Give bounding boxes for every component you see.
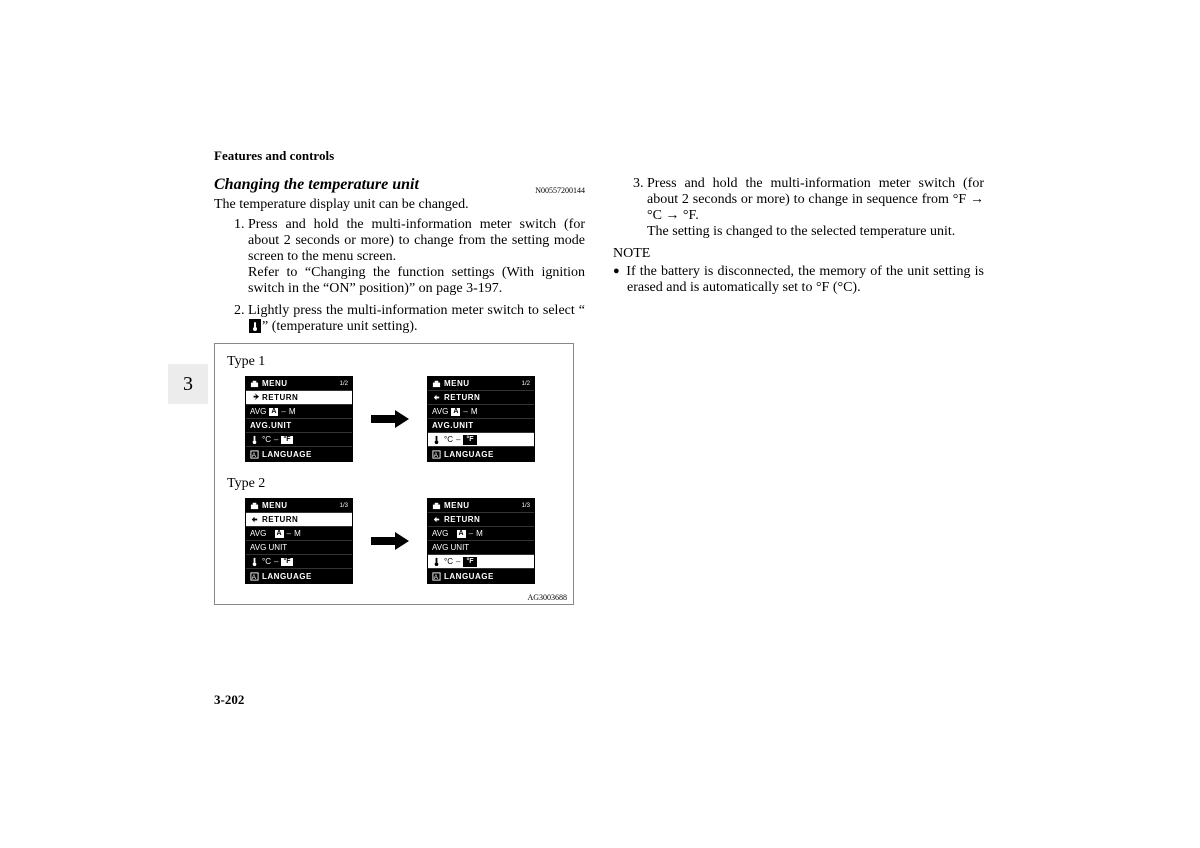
lcd-avg-label: AVG: [250, 529, 266, 538]
lcd-page-fraction: 1/3: [340, 503, 348, 509]
lcd-a-tag: A: [457, 530, 466, 538]
lcd-a-tag: A: [275, 530, 284, 538]
toolbox-icon: [250, 379, 259, 388]
lcd-degc: °C: [262, 557, 271, 566]
language-icon: A: [432, 450, 441, 459]
lcd-menu-label: MENU: [262, 501, 288, 510]
figure-type2-row: MENU1/3 RETURN AVG A–M AVG UNIT °C–°F AL…: [225, 498, 563, 584]
step-1: Press and hold the multi-information met…: [248, 217, 585, 297]
lcd-dash: –: [463, 407, 467, 416]
lcd-type2-after: MENU1/3 RETURN AVG A–M AVG UNIT °C–°F AL…: [427, 498, 535, 584]
lcd-avg-label: AVG: [432, 407, 448, 416]
note-item: If the battery is disconnected, the memo…: [627, 264, 984, 296]
toolbox-icon: [250, 501, 259, 510]
two-column-layout: Changing the temperature unit N005572001…: [214, 176, 984, 605]
lcd-type1-before: MENU1/2 RETURN AVGA–M AVG.UNIT °C–°F ALA…: [245, 376, 353, 462]
lcd-language-label: LANGUAGE: [444, 572, 494, 581]
language-icon: A: [432, 572, 441, 581]
lcd-menu-label: MENU: [444, 379, 470, 388]
lcd-language-label: LANGUAGE: [262, 450, 312, 459]
lcd-m-label: M: [471, 407, 478, 416]
lcd-avg-label: AVG: [432, 529, 448, 538]
lcd-return-label: RETURN: [262, 393, 298, 402]
return-arrow-icon: [432, 515, 441, 524]
lcd-language-label: LANGUAGE: [444, 450, 494, 459]
lcd-page-fraction: 1/3: [522, 503, 530, 509]
lcd-dash: –: [274, 435, 278, 444]
lcd-type2-before: MENU1/3 RETURN AVG A–M AVG UNIT °C–°F AL…: [245, 498, 353, 584]
lcd-menu-label: MENU: [444, 501, 470, 510]
return-arrow-icon: [432, 393, 441, 402]
note-list: If the battery is disconnected, the memo…: [627, 264, 984, 296]
lcd-page-fraction: 1/2: [522, 381, 530, 387]
lcd-return-label: RETURN: [444, 393, 480, 402]
arrow-right-icon: [371, 412, 409, 426]
lcd-menu-label: MENU: [262, 379, 288, 388]
toolbox-icon: [432, 501, 441, 510]
column-right: Press and hold the multi-information met…: [613, 176, 984, 605]
lcd-degf: °F: [281, 558, 292, 566]
note-heading: NOTE: [613, 246, 984, 262]
language-icon: A: [250, 450, 259, 459]
lcd-m-label: M: [476, 529, 483, 538]
step-3: Press and hold the multi-information met…: [647, 176, 984, 240]
lcd-dash: –: [456, 557, 460, 566]
column-left: Changing the temperature unit N005572001…: [214, 176, 585, 605]
arrow-right-icon: [371, 534, 409, 548]
thermometer-icon: [432, 557, 441, 566]
lcd-avgunit-label: AVG.UNIT: [432, 421, 474, 430]
return-arrow-icon: [250, 393, 259, 402]
figure-type2-label: Type 2: [227, 476, 563, 492]
lcd-page-fraction: 1/2: [340, 381, 348, 387]
chapter-thumb-tab: 3: [168, 364, 208, 404]
lcd-avgunit-label: AVG UNIT: [250, 543, 287, 552]
lcd-m-label: M: [294, 529, 301, 538]
step-2: Lightly press the multi-information mete…: [248, 303, 585, 335]
steps-list-left: Press and hold the multi-information met…: [248, 217, 585, 335]
lcd-degf: °F: [281, 436, 292, 444]
thermometer-icon: [249, 319, 261, 333]
lcd-dash: –: [469, 529, 473, 538]
step-1-text: Press and hold the multi-information met…: [248, 217, 585, 296]
figure-box: Type 1 MENU1/2 RETURN AVGA–M AVG.UNIT °C…: [214, 343, 574, 605]
lcd-type1-after: MENU1/2 RETURN AVGA–M AVG.UNIT °C–°F ALA…: [427, 376, 535, 462]
lcd-dash: –: [456, 435, 460, 444]
toolbox-icon: [432, 379, 441, 388]
lcd-m-label: M: [289, 407, 296, 416]
steps-list-right: Press and hold the multi-information met…: [647, 176, 984, 240]
lcd-dash: –: [287, 529, 291, 538]
lcd-degc: °C: [444, 435, 453, 444]
figure-type1-row: MENU1/2 RETURN AVGA–M AVG.UNIT °C–°F ALA…: [225, 376, 563, 462]
lcd-degc: °C: [262, 435, 271, 444]
figure-code: AG3003688: [527, 593, 567, 602]
lcd-dash: –: [281, 407, 285, 416]
return-arrow-icon: [250, 515, 259, 524]
thermometer-icon: [432, 435, 441, 444]
lcd-degc: °C: [444, 557, 453, 566]
lcd-avgunit-label: AVG.UNIT: [250, 421, 292, 430]
manual-page: Features and controls Changing the tempe…: [214, 148, 984, 708]
lcd-avg-label: AVG: [250, 407, 266, 416]
lcd-return-label: RETURN: [262, 515, 298, 524]
figure-type1-label: Type 1: [227, 354, 563, 370]
running-head: Features and controls: [214, 148, 984, 164]
thermometer-icon: [250, 557, 259, 566]
lcd-a-tag: A: [451, 408, 460, 416]
lcd-a-tag: A: [269, 408, 278, 416]
lcd-avgunit-label: AVG UNIT: [432, 543, 469, 552]
lcd-degf: °F: [463, 435, 476, 445]
intro-text: The temperature display unit can be chan…: [214, 197, 585, 213]
step-3-text: Press and hold the multi-information met…: [647, 176, 984, 239]
lcd-degf: °F: [463, 557, 476, 567]
language-icon: A: [250, 572, 259, 581]
lcd-return-label: RETURN: [444, 515, 480, 524]
step-2-text: Lightly press the multi-information mete…: [248, 303, 585, 334]
lcd-language-label: LANGUAGE: [262, 572, 312, 581]
lcd-dash: –: [274, 557, 278, 566]
page-number: 3-202: [214, 692, 244, 708]
thermometer-icon: [250, 435, 259, 444]
chapter-number: 3: [183, 373, 193, 396]
